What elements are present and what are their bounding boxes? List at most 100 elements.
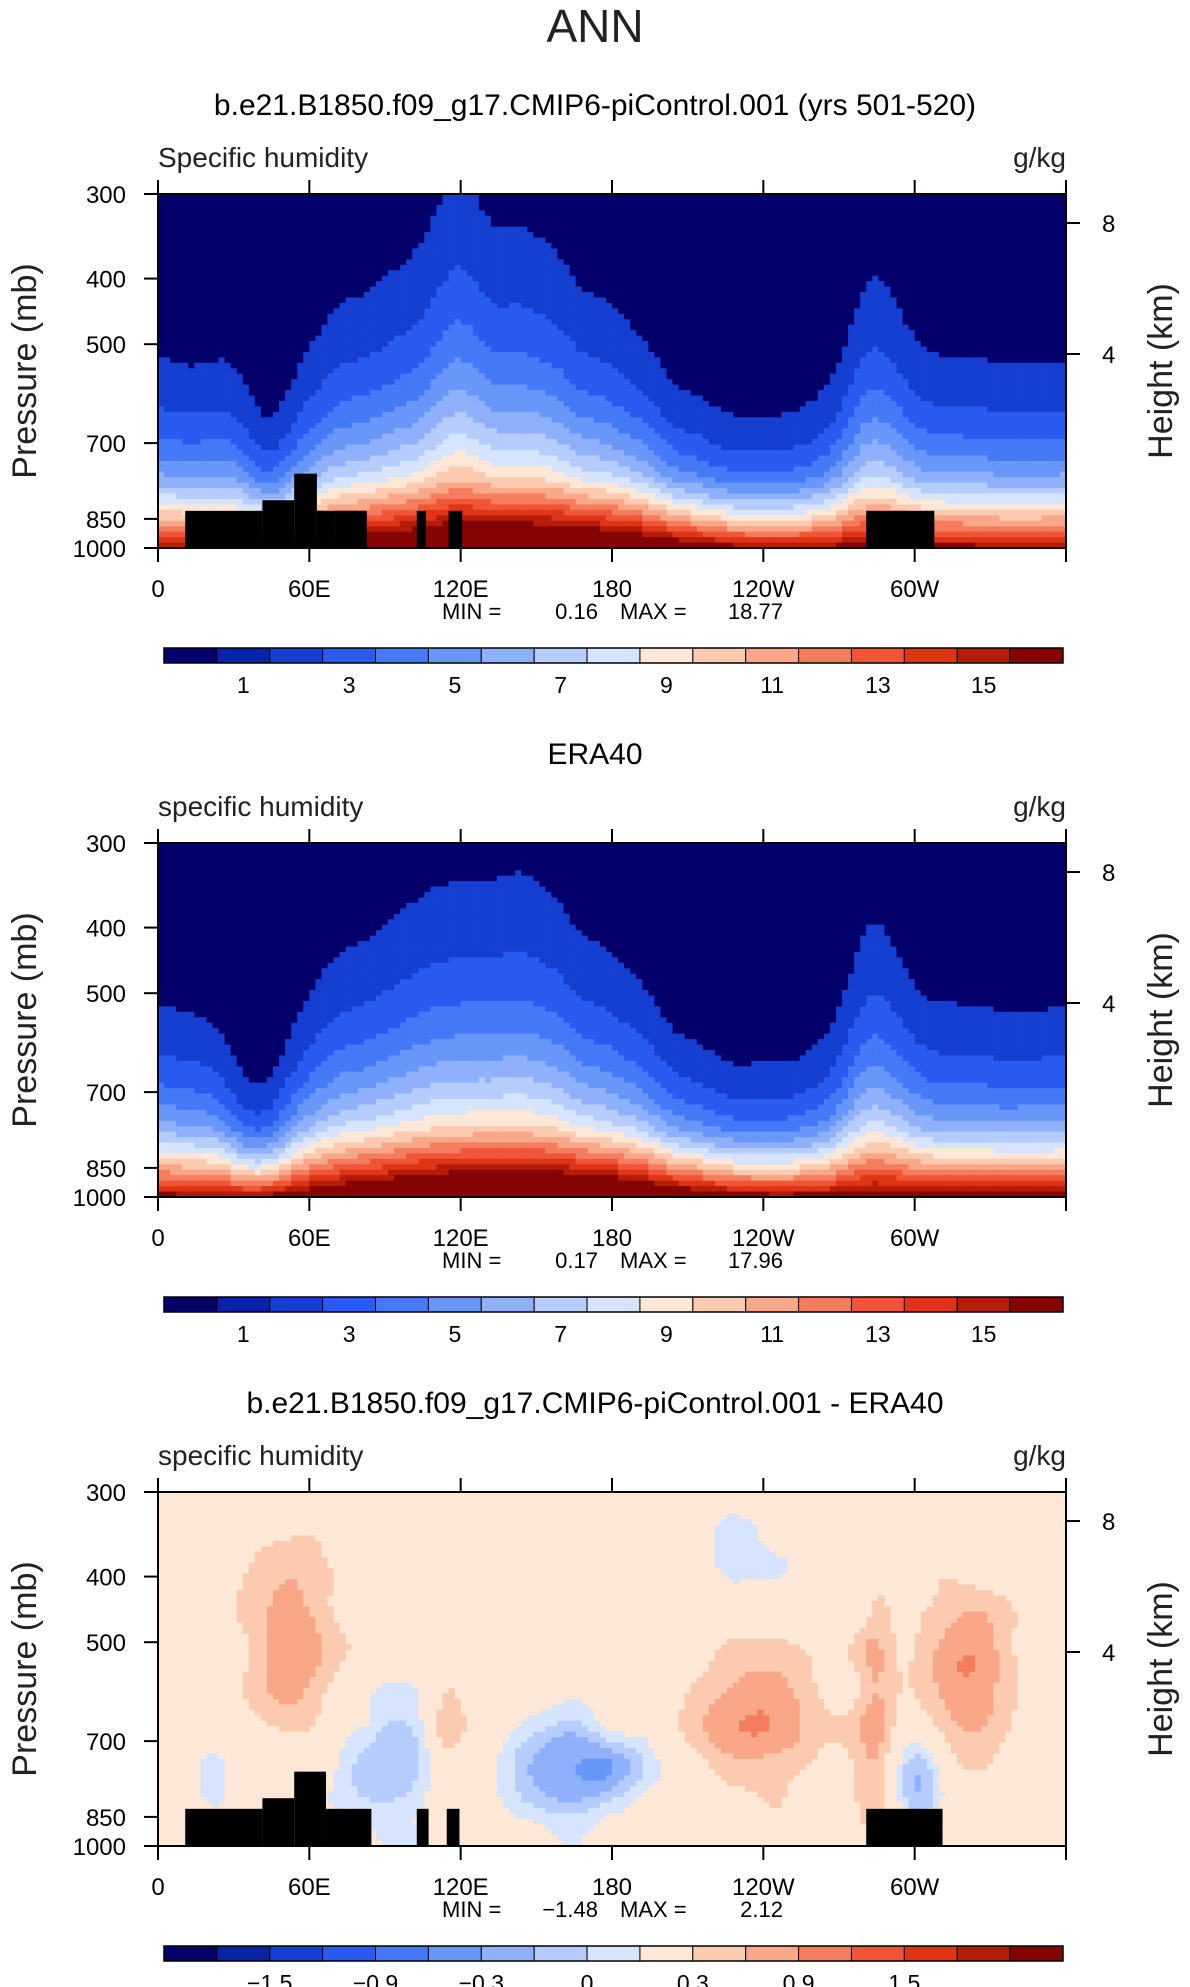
- heatmap-cell: [987, 265, 994, 271]
- heatmap-cell: [969, 227, 976, 233]
- heatmap-cell: [878, 341, 885, 347]
- heatmap-cell: [824, 330, 831, 336]
- heatmap-cell: [951, 276, 958, 282]
- heatmap-cell: [225, 363, 232, 369]
- heatmap-cell: [206, 232, 213, 238]
- heatmap-cell: [860, 308, 867, 314]
- heatmap-cell: [188, 352, 195, 358]
- heatmap-cell: [279, 205, 286, 211]
- heatmap-cell: [890, 199, 897, 205]
- heatmap-cell: [533, 297, 540, 303]
- heatmap-cell: [473, 281, 480, 287]
- heatmap-cell: [999, 221, 1006, 227]
- heatmap-cell: [884, 205, 891, 211]
- heatmap-cell: [594, 238, 601, 244]
- heatmap-cell: [824, 319, 831, 325]
- heatmap-cell: [225, 259, 232, 265]
- heatmap-cell: [824, 363, 831, 369]
- heatmap-cell: [237, 341, 244, 347]
- heatmap-cell: [848, 210, 855, 216]
- heatmap-cell: [182, 276, 189, 282]
- heatmap-cell: [648, 259, 655, 265]
- heatmap-cell: [933, 363, 940, 369]
- heatmap-cell: [848, 297, 855, 303]
- heatmap-cell: [939, 265, 946, 271]
- heatmap-cell: [733, 330, 740, 336]
- heatmap-cell: [830, 238, 837, 244]
- heatmap-cell: [594, 216, 601, 222]
- heatmap-cell: [933, 325, 940, 331]
- heatmap-cell: [436, 248, 443, 254]
- heatmap-cell: [327, 238, 334, 244]
- heatmap-cell: [564, 292, 571, 298]
- heatmap-cell: [297, 357, 304, 363]
- heatmap-cell: [412, 254, 419, 260]
- heatmap-cell: [848, 325, 855, 331]
- heatmap-cell: [878, 221, 885, 227]
- heatmap-cell: [648, 270, 655, 276]
- heatmap-cell: [673, 292, 680, 298]
- heatmap-cell: [1054, 281, 1061, 287]
- heatmap-cell: [769, 238, 776, 244]
- heatmap-cell: [461, 357, 468, 363]
- heatmap-cell: [521, 303, 528, 309]
- heatmap-cell: [721, 303, 728, 309]
- heatmap-cell: [527, 368, 534, 374]
- heatmap-cell: [1012, 199, 1019, 205]
- heatmap-cell: [515, 303, 522, 309]
- heatmap-cell: [648, 303, 655, 309]
- heatmap-cell: [164, 205, 171, 211]
- heatmap-cell: [527, 357, 534, 363]
- heatmap-cell: [443, 210, 450, 216]
- heatmap-cell: [479, 276, 486, 282]
- heatmap-cell: [539, 297, 546, 303]
- heatmap-cell: [830, 357, 837, 363]
- heatmap-cell: [321, 221, 328, 227]
- heatmap-cell: [957, 254, 964, 260]
- heatmap-cell: [866, 357, 873, 363]
- heatmap-cell: [576, 243, 583, 249]
- heatmap-cell: [763, 346, 770, 352]
- heatmap-cell: [636, 297, 643, 303]
- heatmap-cell: [491, 287, 498, 293]
- heatmap-cell: [884, 243, 891, 249]
- heatmap-cell: [503, 368, 510, 374]
- heatmap-cell: [303, 265, 310, 271]
- heatmap-cell: [570, 243, 577, 249]
- heatmap-cell: [364, 341, 371, 347]
- heatmap-cell: [975, 248, 982, 254]
- heatmap-cell: [443, 319, 450, 325]
- heatmap-cell: [824, 341, 831, 347]
- heatmap-cell: [836, 303, 843, 309]
- heatmap-cell: [376, 281, 383, 287]
- heatmap-cell: [987, 287, 994, 293]
- heatmap-cell: [1012, 238, 1019, 244]
- heatmap-cell: [739, 363, 746, 369]
- heatmap-cell: [915, 221, 922, 227]
- heatmap-cell: [285, 308, 292, 314]
- heatmap-cell: [194, 314, 201, 320]
- heatmap-cell: [1012, 270, 1019, 276]
- heatmap-cell: [1024, 199, 1031, 205]
- heatmap-cell: [800, 325, 807, 331]
- heatmap-cell: [370, 346, 377, 352]
- heatmap-cell: [212, 292, 219, 298]
- heatmap-cell: [285, 346, 292, 352]
- heatmap-cell: [1024, 292, 1031, 298]
- heatmap-cell: [697, 319, 704, 325]
- heatmap-cell: [921, 265, 928, 271]
- heatmap-cell: [588, 357, 595, 363]
- heatmap-cell: [636, 210, 643, 216]
- heatmap-cell: [303, 232, 310, 238]
- heatmap-cell: [291, 205, 298, 211]
- heatmap-cell: [424, 287, 431, 293]
- heatmap-cell: [842, 276, 849, 282]
- heatmap-cell: [582, 287, 589, 293]
- heatmap-cell: [685, 259, 692, 265]
- heatmap-cell: [394, 363, 401, 369]
- heatmap-cell: [666, 346, 673, 352]
- heatmap-cell: [327, 368, 334, 374]
- heatmap-cell: [884, 368, 891, 374]
- heatmap-cell: [406, 308, 413, 314]
- heatmap-cell: [539, 243, 546, 249]
